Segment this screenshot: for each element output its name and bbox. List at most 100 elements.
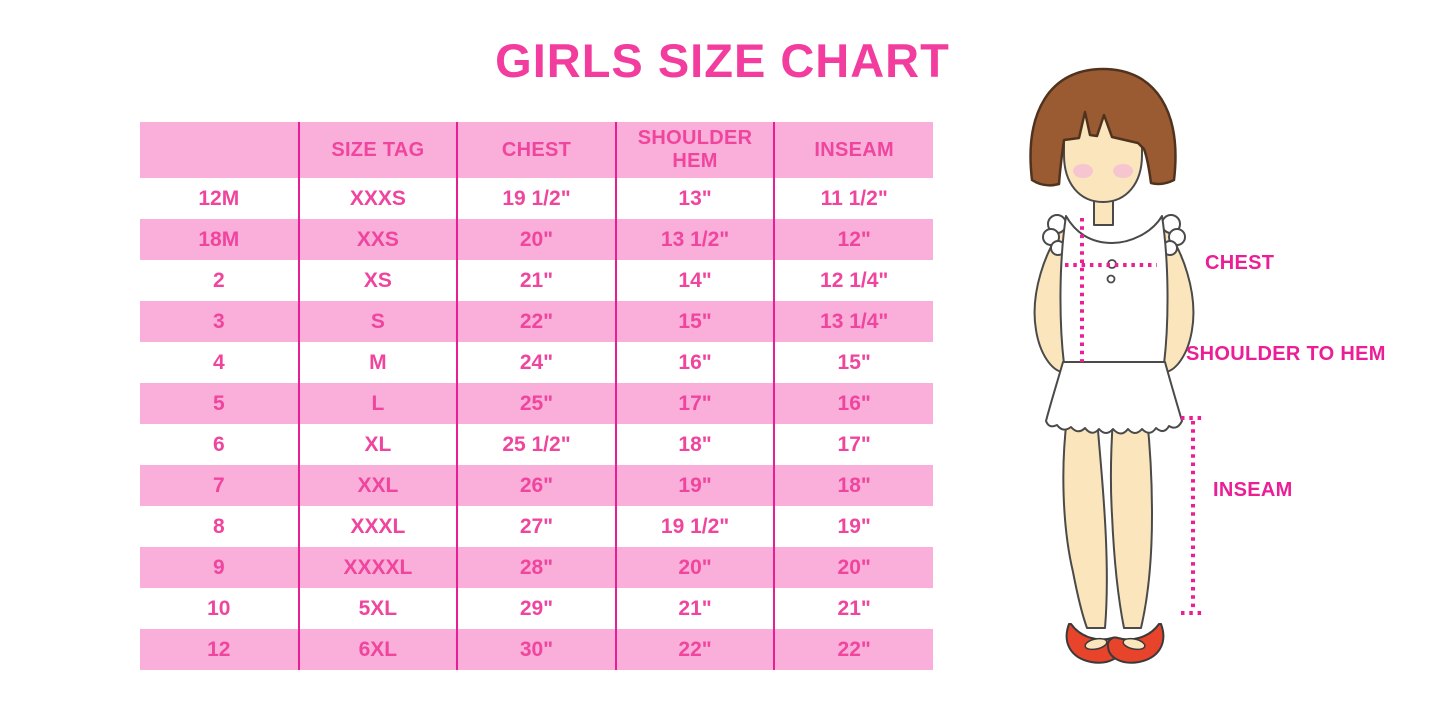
girl-neck (1093, 194, 1114, 226)
table-cell: 6 (140, 424, 299, 465)
left-shoe-opening (1084, 637, 1108, 651)
table-header-row: SIZE TAG CHEST SHOULDER HEM INSEAM (140, 122, 933, 178)
girl-right-arm (1160, 221, 1195, 373)
table-cell: 25 1/2" (456, 424, 616, 465)
girls-size-chart-table: SIZE TAG CHEST SHOULDER HEM INSEAM 12M X… (140, 122, 933, 670)
table-cell: XXXL (297, 506, 458, 547)
table-cell: 30" (456, 629, 616, 670)
table-cell: M (297, 342, 458, 383)
table-cell: 12M (140, 178, 299, 219)
table-cell: 18M (140, 219, 299, 260)
table-row: 10 5XL 29" 21" 21" (140, 588, 933, 629)
table-cell: 3 (140, 301, 299, 342)
table-row: 6 XL 25 1/2" 18" 17" (140, 424, 933, 465)
measurement-dotted-lines (1065, 218, 1205, 615)
chest-label: CHEST (1205, 252, 1275, 274)
table-cell: 29" (456, 588, 616, 629)
column-header-chest: CHEST (456, 122, 616, 178)
table-cell: 5XL (297, 588, 458, 629)
right-blush (1113, 164, 1133, 178)
girl-left-arm (1033, 221, 1068, 373)
table-cell: 21" (614, 588, 775, 629)
table-cell: 12" (773, 219, 933, 260)
table-row: 8 XXXL 27" 19 1/2" 19" (140, 506, 933, 547)
table-cell: S (297, 301, 458, 342)
table-cell: L (297, 383, 458, 424)
top-button (1107, 259, 1117, 269)
girl-tank-top (1059, 215, 1169, 365)
table-cell: 7 (140, 465, 299, 506)
table-row: 5 L 25" 17" 16" (140, 383, 933, 424)
table-cell: XXL (297, 465, 458, 506)
girl-right-shoe (1106, 623, 1165, 664)
table-row: 7 XXL 26" 19" 18" (140, 465, 933, 506)
table-row: 18M XXS 20" 13 1/2" 12" (140, 219, 933, 260)
girl-left-leg (1062, 417, 1108, 629)
table-cell: 16" (614, 342, 775, 383)
column-header-shoulder-hem: SHOULDER HEM (614, 122, 775, 178)
girl-skirt (1045, 361, 1183, 435)
table-cell: 18" (614, 424, 775, 465)
table-cell: 12 1/4" (773, 260, 933, 301)
table-cell: 19" (614, 465, 775, 506)
table-cell: 19" (773, 506, 933, 547)
table-cell: 28" (456, 547, 616, 588)
table-cell: 8 (140, 506, 299, 547)
table-cell: 6XL (297, 629, 458, 670)
table-row: 9 XXXXL 28" 20" 20" (140, 547, 933, 588)
girl-face (1063, 95, 1143, 203)
table-cell: 13" (614, 178, 775, 219)
table-cell: 17" (773, 424, 933, 465)
inseam-label: INSEAM (1213, 479, 1293, 501)
table-cell: XS (297, 260, 458, 301)
table-cell: 11 1/2" (773, 178, 933, 219)
shoulder-ruffles (1042, 214, 1186, 256)
table-cell: 13 1/4" (773, 301, 933, 342)
table-cell: 22" (614, 629, 775, 670)
table-cell: 19 1/2" (614, 506, 775, 547)
table-cell: 16" (773, 383, 933, 424)
table-cell: 17" (614, 383, 775, 424)
table-cell: 19 1/2" (456, 178, 616, 219)
column-header-size-tag: SIZE TAG (297, 122, 458, 178)
table-cell: 21" (456, 260, 616, 301)
table-row: 4 M 24" 16" 15" (140, 342, 933, 383)
table-cell: 9 (140, 547, 299, 588)
girl-illustration (1029, 67, 1205, 664)
table-cell: 12 (140, 629, 299, 670)
table-cell: 26" (456, 465, 616, 506)
table-cell: 18" (773, 465, 933, 506)
right-shoe-opening (1122, 637, 1146, 651)
shoulder-to-hem-label: SHOULDER TO HEM (1186, 343, 1386, 365)
table-cell: 4 (140, 342, 299, 383)
column-header-blank (140, 122, 299, 178)
table-cell: 15" (614, 301, 775, 342)
bottom-button (1106, 274, 1116, 284)
table-cell: 22" (456, 301, 616, 342)
table-cell: 27" (456, 506, 616, 547)
table-cell: 24" (456, 342, 616, 383)
table-row: 2 XS 21" 14" 12 1/4" (140, 260, 933, 301)
column-header-inseam: INSEAM (773, 122, 933, 178)
table-row: 12 6XL 30" 22" 22" (140, 629, 933, 670)
girl-left-shoe (1065, 623, 1124, 664)
table-cell: 13 1/2" (614, 219, 775, 260)
table-cell: 2 (140, 260, 299, 301)
table-cell: XXXS (297, 178, 458, 219)
page-title: GIRLS SIZE CHART (495, 34, 950, 87)
girl-right-leg (1109, 417, 1153, 629)
table-cell: XXXXL (297, 547, 458, 588)
table-cell: XL (297, 424, 458, 465)
table-cell: XXS (297, 219, 458, 260)
left-blush (1073, 164, 1093, 178)
table-cell: 20" (773, 547, 933, 588)
table-cell: 20" (614, 547, 775, 588)
table-cell: 10 (140, 588, 299, 629)
table-row: 12M XXXS 19 1/2" 13" 11 1/2" (140, 178, 933, 219)
table-cell: 21" (773, 588, 933, 629)
table-cell: 22" (773, 629, 933, 670)
table-cell: 5 (140, 383, 299, 424)
table-cell: 15" (773, 342, 933, 383)
table-cell: 14" (614, 260, 775, 301)
table-cell: 20" (456, 219, 616, 260)
